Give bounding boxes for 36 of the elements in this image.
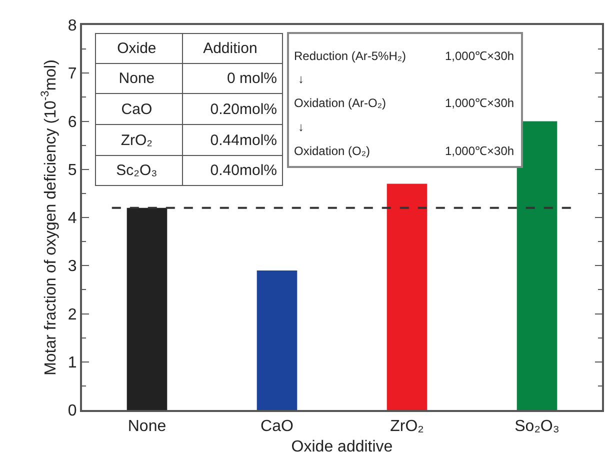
y-tick-label: 8 — [68, 18, 77, 35]
x-tick-label: CaO — [260, 418, 294, 436]
annotation: ↓ — [298, 120, 304, 134]
y-tick-label: 3 — [68, 258, 77, 276]
bar — [256, 270, 298, 410]
annotation: Reduction (Ar-5%H₂) — [294, 49, 406, 63]
y-tick-label: 5 — [68, 162, 77, 179]
bar — [126, 208, 168, 410]
x-tick-label: None — [128, 418, 166, 436]
annotation: Oxidation (O₂) — [294, 144, 370, 158]
x-axis-title: Oxide additive — [291, 438, 393, 456]
annotation: 0.40mol% — [182, 156, 282, 186]
y-tick-label: 6 — [68, 114, 77, 131]
annotation: ↓ — [298, 72, 304, 86]
bar — [386, 184, 428, 410]
annotation: None — [96, 64, 183, 94]
y-tick-label: 0 — [68, 402, 77, 420]
annotation: 0.20mol% — [182, 94, 282, 124]
annotation: Oxidation (Ar-O₂) — [294, 96, 386, 110]
y-tick-label: 1 — [68, 354, 77, 372]
annotation: Sc₂O₃ — [96, 156, 183, 186]
annotation: Oxide — [96, 34, 183, 64]
annotation: Addition — [182, 34, 282, 64]
annotation: 0 mol% — [182, 64, 282, 94]
annotation: 0.44mol% — [182, 124, 282, 156]
annotation: ZrO₂ — [96, 124, 183, 156]
annotation: CaO — [96, 94, 183, 124]
bar — [516, 121, 558, 410]
y-tick-label: 2 — [68, 306, 77, 324]
y-tick-label: 7 — [68, 66, 77, 83]
x-tick-label: So₂O₃ — [514, 418, 560, 436]
x-tick-label: ZrO₂ — [390, 418, 424, 436]
y-tick-label: 4 — [68, 210, 77, 228]
annotation: 1,000℃×30h — [445, 96, 514, 110]
annotation: 1,000℃×30h — [445, 49, 514, 63]
annotation: 1,000℃×30h — [445, 144, 514, 158]
